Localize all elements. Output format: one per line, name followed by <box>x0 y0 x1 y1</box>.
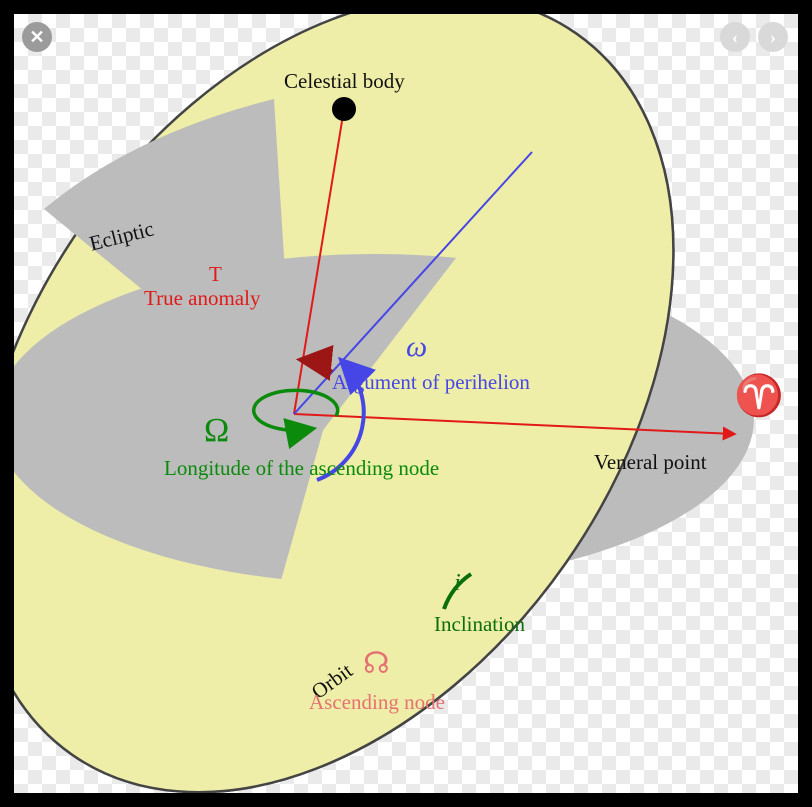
label-argument-perihelion: Argument of perihelion <box>332 370 530 395</box>
diagram-frame: ✕ ‹ › <box>0 0 812 807</box>
ascending-node-symbol: ☊ <box>363 646 390 681</box>
label-celestial-body: Celestial body <box>284 69 405 94</box>
label-lower-omega: ω <box>406 330 427 364</box>
celestial-body-dot <box>332 97 356 121</box>
aries-symbol: ♈ <box>734 372 784 419</box>
label-upper-omega: Ω <box>204 412 229 450</box>
label-true-anomaly-T: T <box>209 262 222 287</box>
label-ascending-node: Ascending node <box>309 690 445 715</box>
label-veneral-point: Veneral point <box>594 450 707 475</box>
label-inclination-i: i <box>454 570 461 597</box>
label-true-anomaly: True anomaly <box>144 286 260 311</box>
orbital-elements-diagram <box>14 14 798 793</box>
label-inclination: Inclination <box>434 612 525 637</box>
label-longitude-asc: Longitude of the ascending node <box>164 456 439 481</box>
